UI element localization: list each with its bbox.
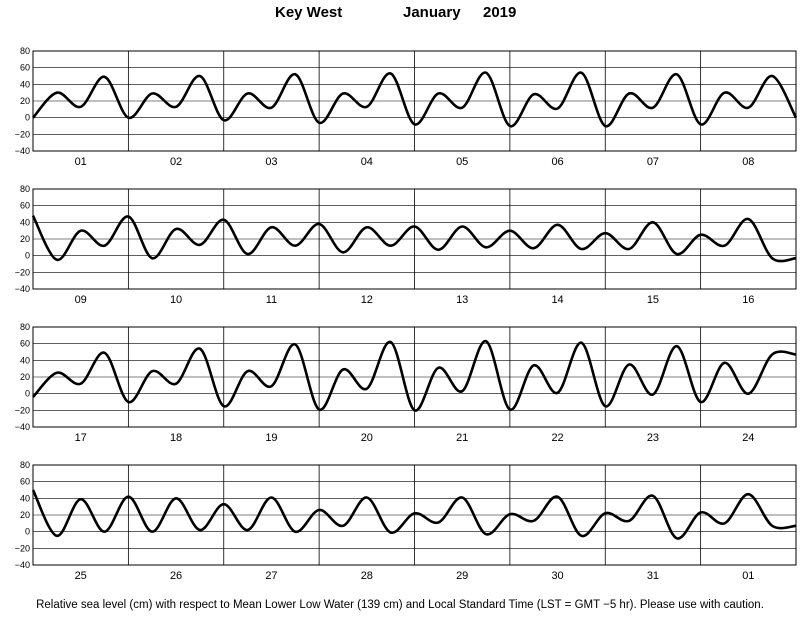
y-tick-label: 20 [20,96,30,106]
y-tick-label: 0 [25,251,30,261]
day-label: 21 [456,432,468,444]
y-tick-label: −20 [15,405,30,415]
y-tick-label: −20 [15,267,30,277]
y-tick-label: 80 [20,460,30,470]
day-label: 05 [456,156,468,168]
y-tick-label: 80 [20,46,30,56]
day-label: 01 [75,156,87,168]
day-label: 12 [361,294,373,306]
day-label: 22 [551,432,563,444]
day-label: 07 [647,156,659,168]
y-tick-label: −40 [15,146,30,156]
day-label: 18 [170,432,182,444]
tide-series-line [32,71,798,128]
day-label: 02 [170,156,182,168]
title-station: Key West [275,4,343,21]
y-tick-label: 40 [20,493,30,503]
chart-caption: Relative sea level (cm) with respect to … [36,599,764,611]
day-label: 31 [647,570,659,582]
day-label: 09 [75,294,87,306]
day-label: 01 [742,570,754,582]
y-tick-label: −40 [15,284,30,294]
day-label: 30 [551,570,563,582]
day-label: 25 [75,570,87,582]
y-tick-label: 60 [20,63,30,73]
day-label: 17 [75,432,87,444]
day-label: 29 [456,570,468,582]
day-label: 03 [265,156,277,168]
y-tick-label: 20 [20,234,30,244]
y-tick-label: 20 [20,372,30,382]
tide-series-line [31,489,797,540]
day-label: 27 [265,570,277,582]
y-tick-label: 0 [25,113,30,123]
day-label: 14 [551,294,563,306]
day-label: 19 [265,432,277,444]
day-label: 23 [647,432,659,444]
y-tick-label: −20 [15,543,30,553]
y-tick-label: 0 [25,389,30,399]
day-label: 11 [266,294,277,306]
y-tick-label: 80 [20,184,30,194]
y-tick-label: 40 [20,79,30,89]
y-tick-label: 80 [20,322,30,332]
day-label: 20 [361,432,373,444]
chart-title: Key West January 2019 [0,4,800,28]
day-label: 26 [170,570,182,582]
y-tick-label: −40 [15,422,30,432]
day-label: 16 [742,294,754,306]
day-label: 24 [742,432,754,444]
tide-series-line [32,339,797,412]
y-tick-label: 40 [20,217,30,227]
day-label: 13 [456,294,468,306]
title-year: 2019 [483,4,517,21]
y-tick-label: 60 [20,477,30,487]
y-tick-label: −20 [15,129,30,139]
y-tick-label: 60 [20,339,30,349]
day-label: 04 [361,156,373,168]
day-label: 15 [647,294,659,306]
y-tick-label: 40 [20,355,30,365]
day-label: 06 [551,156,563,168]
day-label: 08 [742,156,754,168]
day-label: 10 [170,294,182,306]
title-month: January [403,4,461,21]
y-tick-label: 0 [25,527,30,537]
y-tick-label: 60 [20,201,30,211]
y-tick-label: 20 [20,510,30,520]
tide-series-line [31,215,797,263]
y-tick-label: −40 [15,560,30,570]
day-label: 28 [361,570,373,582]
